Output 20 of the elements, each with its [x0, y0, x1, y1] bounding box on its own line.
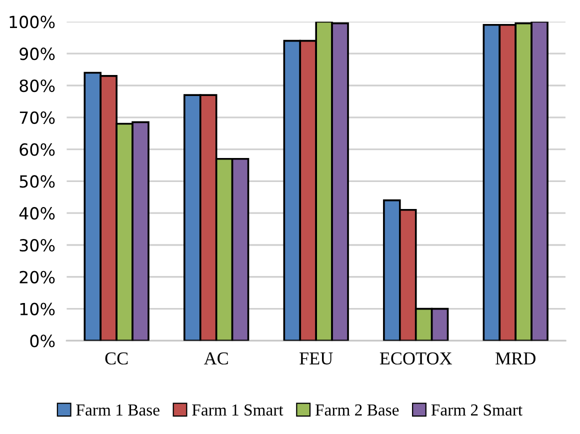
y-tick-label: 90% [20, 48, 55, 60]
legend-label: Farm 2 Smart [431, 404, 522, 416]
x-tick-label: AC [204, 352, 228, 365]
y-tick-label: 80% [20, 79, 55, 92]
y-tick-label: 50% [20, 175, 55, 188]
legend-label: Farm 1 Base [76, 404, 160, 416]
y-tick-label: 70% [20, 111, 55, 124]
x-tick-label: FEU [300, 352, 333, 365]
y-tick-label: 0% [30, 334, 55, 348]
x-tick-label: CC [105, 352, 128, 365]
legend-label: Farm 1 Smart [192, 404, 284, 416]
x-tick-label: ECOTOX [380, 352, 452, 365]
y-tick-label: 30% [20, 238, 55, 252]
y-tick-label: 10% [20, 302, 55, 316]
legend-label: Farm 2 Base [315, 404, 399, 416]
y-tick-label: 100% [10, 16, 55, 28]
x-tick-label: MRD [496, 352, 536, 364]
y-tick-label: 40% [19, 207, 55, 220]
y-tick-label: 20% [20, 270, 55, 284]
y-tick-label: 60% [20, 143, 55, 156]
